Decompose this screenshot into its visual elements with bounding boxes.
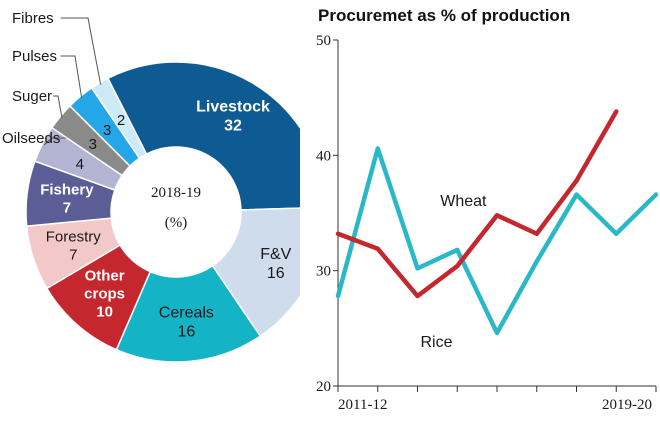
y-tick-label-20: 20 (316, 379, 331, 395)
donut-label-fibres: Fibres (12, 10, 54, 27)
line-chart-title: Procuremet as % of production (318, 6, 570, 25)
donut-label-other-crops: Other (85, 267, 125, 284)
donut-label-cereals: Cereals (159, 305, 214, 322)
donut-label-forestry: Forestry (46, 229, 102, 246)
donut-label-f-v: F&V (260, 246, 291, 263)
x-tick-label-last: 2019-20 (602, 397, 652, 413)
donut-slice-fibres (90, 77, 148, 160)
leader-line-fibres (60, 17, 102, 85)
donut-label-pulses: Pulses (12, 48, 57, 65)
line-series (335, 109, 659, 336)
donut-value-suger: 3 (89, 136, 97, 153)
donut-value-fishery: 7 (63, 199, 71, 216)
leader-line-oilseeds (43, 137, 66, 146)
series-label-wheat: Wheat (440, 193, 487, 210)
line-axes: 20 30 40 50 2011-12 2019-20 (316, 33, 657, 413)
y-tick-label-30: 30 (316, 264, 331, 280)
leader-line-pulses (60, 55, 83, 99)
x-tick-label-first: 2011-12 (338, 397, 387, 413)
donut-slice-cereals (115, 264, 262, 363)
y-tick-label-50: 50 (316, 33, 331, 49)
donut-value-oilseeds: 4 (76, 156, 84, 173)
donut-slice-livestock (106, 61, 300, 211)
donut-value-forestry: 7 (69, 247, 77, 264)
line-labels: Wheat Rice (421, 193, 488, 351)
series-line-wheat (335, 146, 659, 336)
donut-value-fibres: 2 (117, 112, 125, 129)
donut-value-pulses: 3 (103, 122, 111, 139)
donut-value-f-v: 16 (267, 265, 285, 282)
donut-center-unit: (%) (165, 215, 188, 231)
donut-label-fishery: Fishery (40, 181, 94, 198)
donut-value-livestock: 32 (224, 118, 242, 135)
leader-line-suger (53, 95, 63, 118)
donut-label-livestock: Livestock (196, 99, 270, 116)
donut-slices (25, 61, 300, 363)
donut-leader-lines (43, 17, 102, 146)
y-tick-label-40: 40 (316, 148, 331, 164)
donut-center-year: 2018-19 (151, 185, 201, 201)
donut-slice-f-v (211, 207, 300, 338)
donut-label-other-crops: crops (84, 285, 125, 302)
donut-chart: Livestock32F&V16Cereals16Othercrops10For… (2, 10, 300, 363)
donut-value-cereals: 16 (177, 324, 195, 341)
donut-value-other-crops: 10 (96, 303, 113, 320)
donut-labels: Livestock32F&V16Cereals16Othercrops10For… (2, 10, 292, 341)
donut-label-oilseeds: Oilseeds (2, 130, 60, 147)
series-line-rice (335, 109, 619, 299)
line-chart: Procuremet as % of production 2030405020… (316, 6, 659, 413)
donut-label-suger: Suger (12, 88, 52, 105)
series-label-rice: Rice (421, 334, 453, 351)
